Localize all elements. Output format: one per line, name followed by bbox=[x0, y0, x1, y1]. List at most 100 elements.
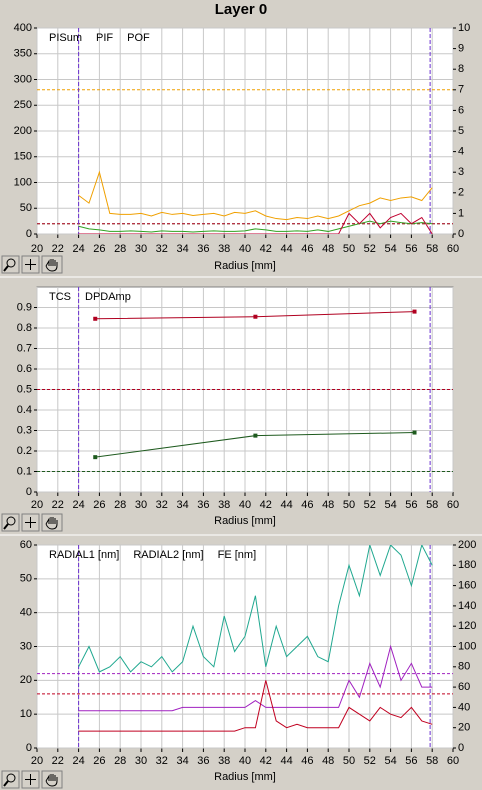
x-tick-label: 20 bbox=[31, 755, 43, 767]
icon bbox=[6, 773, 16, 783]
x-tick-label: 28 bbox=[114, 243, 126, 255]
x-tick-label: 56 bbox=[405, 499, 417, 511]
series-line bbox=[78, 680, 433, 732]
y-tick-label: 10 bbox=[20, 708, 32, 720]
y-tick-label: 100 bbox=[14, 176, 32, 188]
x-tick-label: 58 bbox=[426, 243, 438, 255]
legend-entry: PIF bbox=[96, 32, 113, 44]
x-tick-label: 42 bbox=[260, 755, 272, 767]
x-tick-label: 40 bbox=[239, 499, 251, 511]
x-tick-label: 22 bbox=[52, 499, 64, 511]
x-tick-label: 30 bbox=[135, 243, 147, 255]
x-tick-label: 48 bbox=[322, 755, 334, 767]
x-tick-label: 54 bbox=[384, 755, 396, 767]
series-group bbox=[78, 170, 433, 234]
x-tick-label: 32 bbox=[156, 499, 168, 511]
point-marker bbox=[412, 309, 417, 314]
x-tick-label: 50 bbox=[343, 499, 355, 511]
pan-button[interactable] bbox=[41, 513, 63, 532]
y2-tick-label: 9 bbox=[458, 43, 464, 55]
series-line bbox=[78, 644, 433, 712]
y-tick-label: 60 bbox=[20, 539, 32, 551]
y-tick-label: 40 bbox=[20, 607, 32, 619]
y2-tick-label: 120 bbox=[458, 620, 476, 632]
y-tick-label: 250 bbox=[14, 99, 32, 111]
x-tick-label: 30 bbox=[135, 499, 147, 511]
y2-tick-label: 3 bbox=[458, 166, 464, 178]
icon bbox=[6, 516, 16, 526]
x-axis-label: Radius [mm] bbox=[214, 515, 276, 527]
y2-tick-label: 180 bbox=[458, 559, 476, 571]
x-axis-label: Radius [mm] bbox=[214, 771, 276, 783]
y-tick-label: 350 bbox=[14, 48, 32, 60]
x-tick-label: 58 bbox=[426, 499, 438, 511]
legend-entry: RADIAL1 [nm] bbox=[49, 549, 119, 561]
y-tick-label: 0.1 bbox=[17, 465, 32, 477]
x-tick-label: 28 bbox=[114, 755, 126, 767]
y2-tick-label: 7 bbox=[458, 84, 464, 96]
x-tick-label: 36 bbox=[197, 243, 209, 255]
y2-tick-label: 140 bbox=[458, 600, 476, 612]
x-tick-label: 52 bbox=[364, 499, 376, 511]
x-tick-label: 36 bbox=[197, 755, 209, 767]
x-tick-label: 34 bbox=[176, 499, 188, 511]
x-tick-label: 44 bbox=[280, 243, 292, 255]
icon bbox=[3, 265, 9, 272]
x-tick-label: 20 bbox=[31, 499, 43, 511]
icon bbox=[3, 523, 9, 530]
point-marker bbox=[253, 433, 258, 438]
x-tick-label: 26 bbox=[93, 499, 105, 511]
x-tick-label: 54 bbox=[384, 499, 396, 511]
x-tick-label: 46 bbox=[301, 499, 313, 511]
pan-button[interactable] bbox=[41, 770, 63, 789]
y-tick-label: 0 bbox=[26, 228, 32, 240]
x-tick-label: 56 bbox=[405, 243, 417, 255]
icon bbox=[45, 259, 58, 272]
toolbar bbox=[1, 255, 63, 274]
y2-tick-label: 4 bbox=[458, 146, 464, 158]
series-line bbox=[78, 212, 433, 234]
x-tick-label: 40 bbox=[239, 243, 251, 255]
pan-button[interactable] bbox=[41, 255, 63, 274]
x-tick-label: 32 bbox=[156, 243, 168, 255]
y-tick-label: 0.7 bbox=[17, 342, 32, 354]
x-tick-label: 34 bbox=[176, 755, 188, 767]
x-tick-label: 26 bbox=[93, 243, 105, 255]
series-line bbox=[78, 545, 433, 673]
x-tick-label: 52 bbox=[364, 755, 376, 767]
series-group bbox=[78, 545, 433, 732]
y2-tick-label: 100 bbox=[458, 640, 476, 652]
y-tick-label: 150 bbox=[14, 151, 32, 163]
x-tick-label: 60 bbox=[447, 499, 459, 511]
x-tick-label: 36 bbox=[197, 499, 209, 511]
x-tick-label: 32 bbox=[156, 755, 168, 767]
legend-entry: DPDAmp bbox=[85, 291, 131, 303]
y2-tick-label: 60 bbox=[458, 681, 470, 693]
series-line bbox=[78, 170, 433, 221]
x-tick-label: 50 bbox=[343, 243, 355, 255]
y-tick-label: 400 bbox=[14, 22, 32, 34]
x-tick-label: 38 bbox=[218, 499, 230, 511]
y2-tick-label: 2 bbox=[458, 187, 464, 199]
x-tick-label: 54 bbox=[384, 243, 396, 255]
legend-entry: RADIAL2 [nm] bbox=[133, 549, 203, 561]
x-tick-label: 48 bbox=[322, 243, 334, 255]
x-tick-label: 58 bbox=[426, 755, 438, 767]
legend-entry: TCS bbox=[49, 291, 71, 303]
window-title: Layer 0 bbox=[215, 1, 268, 18]
x-tick-label: 48 bbox=[322, 499, 334, 511]
x-tick-label: 52 bbox=[364, 243, 376, 255]
y2-tick-label: 0 bbox=[458, 742, 464, 754]
x-tick-label: 46 bbox=[301, 755, 313, 767]
x-tick-label: 56 bbox=[405, 755, 417, 767]
x-tick-label: 24 bbox=[72, 499, 84, 511]
icon bbox=[3, 780, 9, 787]
y2-tick-label: 6 bbox=[458, 104, 464, 116]
y-tick-label: 200 bbox=[14, 125, 32, 137]
x-axis-label: Radius [mm] bbox=[214, 260, 276, 272]
icon bbox=[45, 517, 58, 530]
x-tick-label: 24 bbox=[72, 243, 84, 255]
series-group bbox=[93, 309, 417, 460]
